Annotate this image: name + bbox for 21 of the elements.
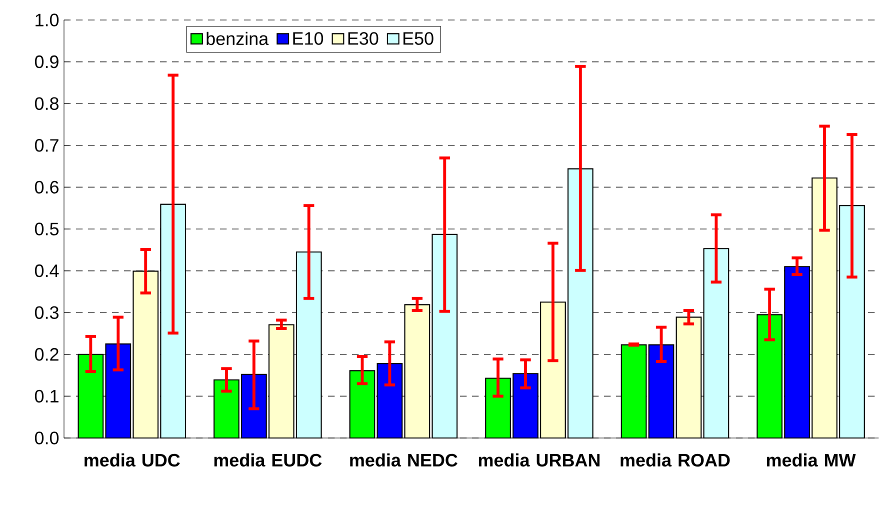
- legend-label: E30: [348, 32, 378, 45]
- y-tick-label: 1.0: [36, 14, 59, 26]
- x-tick-label: media URBAN: [478, 453, 600, 467]
- x-tick-label: media UDC: [84, 453, 180, 467]
- y-tick-label: 0.3: [34, 306, 59, 319]
- y-tick-label: 0.6: [34, 180, 59, 194]
- legend-label: E10: [293, 32, 324, 45]
- legend-label: benzina: [206, 32, 269, 46]
- legend-label: E50: [404, 32, 434, 45]
- y-tick-label: 0.5: [34, 222, 59, 236]
- y-tick-label: 0.8: [34, 97, 59, 110]
- y-tick-label: 0.2: [34, 348, 58, 361]
- y-tick-label: 0.9: [34, 55, 58, 68]
- y-tick-label: 0.0: [34, 432, 59, 444]
- x-tick-label: media MW: [766, 453, 856, 467]
- y-tick-label: 0.4: [34, 264, 59, 278]
- x-tick-label: media NEDC: [350, 453, 458, 467]
- x-tick-label: media EUDC: [214, 453, 322, 467]
- y-tick-label: 0.1: [34, 390, 58, 403]
- x-tick-label: media ROAD: [620, 453, 730, 467]
- y-tick-label: 0.7: [34, 139, 58, 152]
